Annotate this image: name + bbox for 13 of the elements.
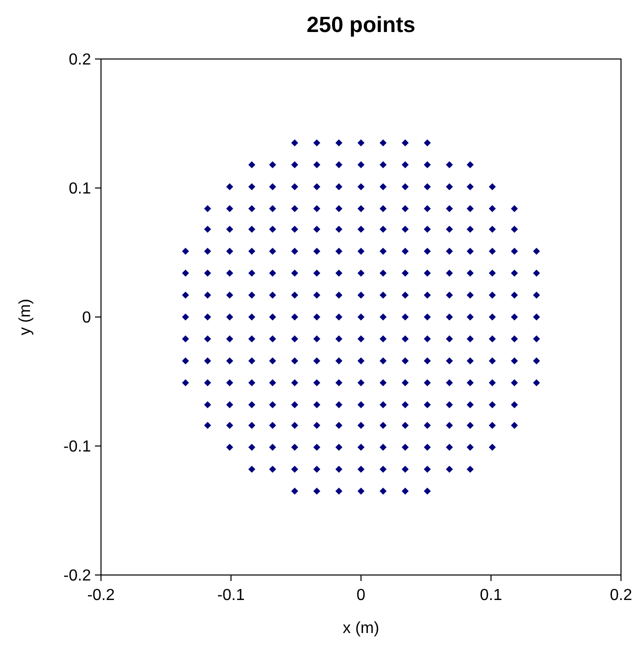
x-tick-label: 0 <box>356 587 366 604</box>
chart-title: 250 points <box>306 12 416 37</box>
y-tick-label: 0.2 <box>68 52 92 69</box>
y-axis-title: y (m) <box>17 298 34 336</box>
x-tick-label: -0.1 <box>217 587 245 604</box>
x-tick-label: 0.1 <box>480 587 502 604</box>
x-tick-label: 0.2 <box>610 587 632 604</box>
y-tick-label: -0.1 <box>63 438 92 456</box>
y-tick-label: 0.1 <box>68 180 92 198</box>
x-tick-label: -0.2 <box>87 587 115 604</box>
x-axis-title: x (m) <box>342 620 380 637</box>
y-tick-label: -0.2 <box>63 568 92 585</box>
y-tick-label: 0 <box>82 310 92 327</box>
